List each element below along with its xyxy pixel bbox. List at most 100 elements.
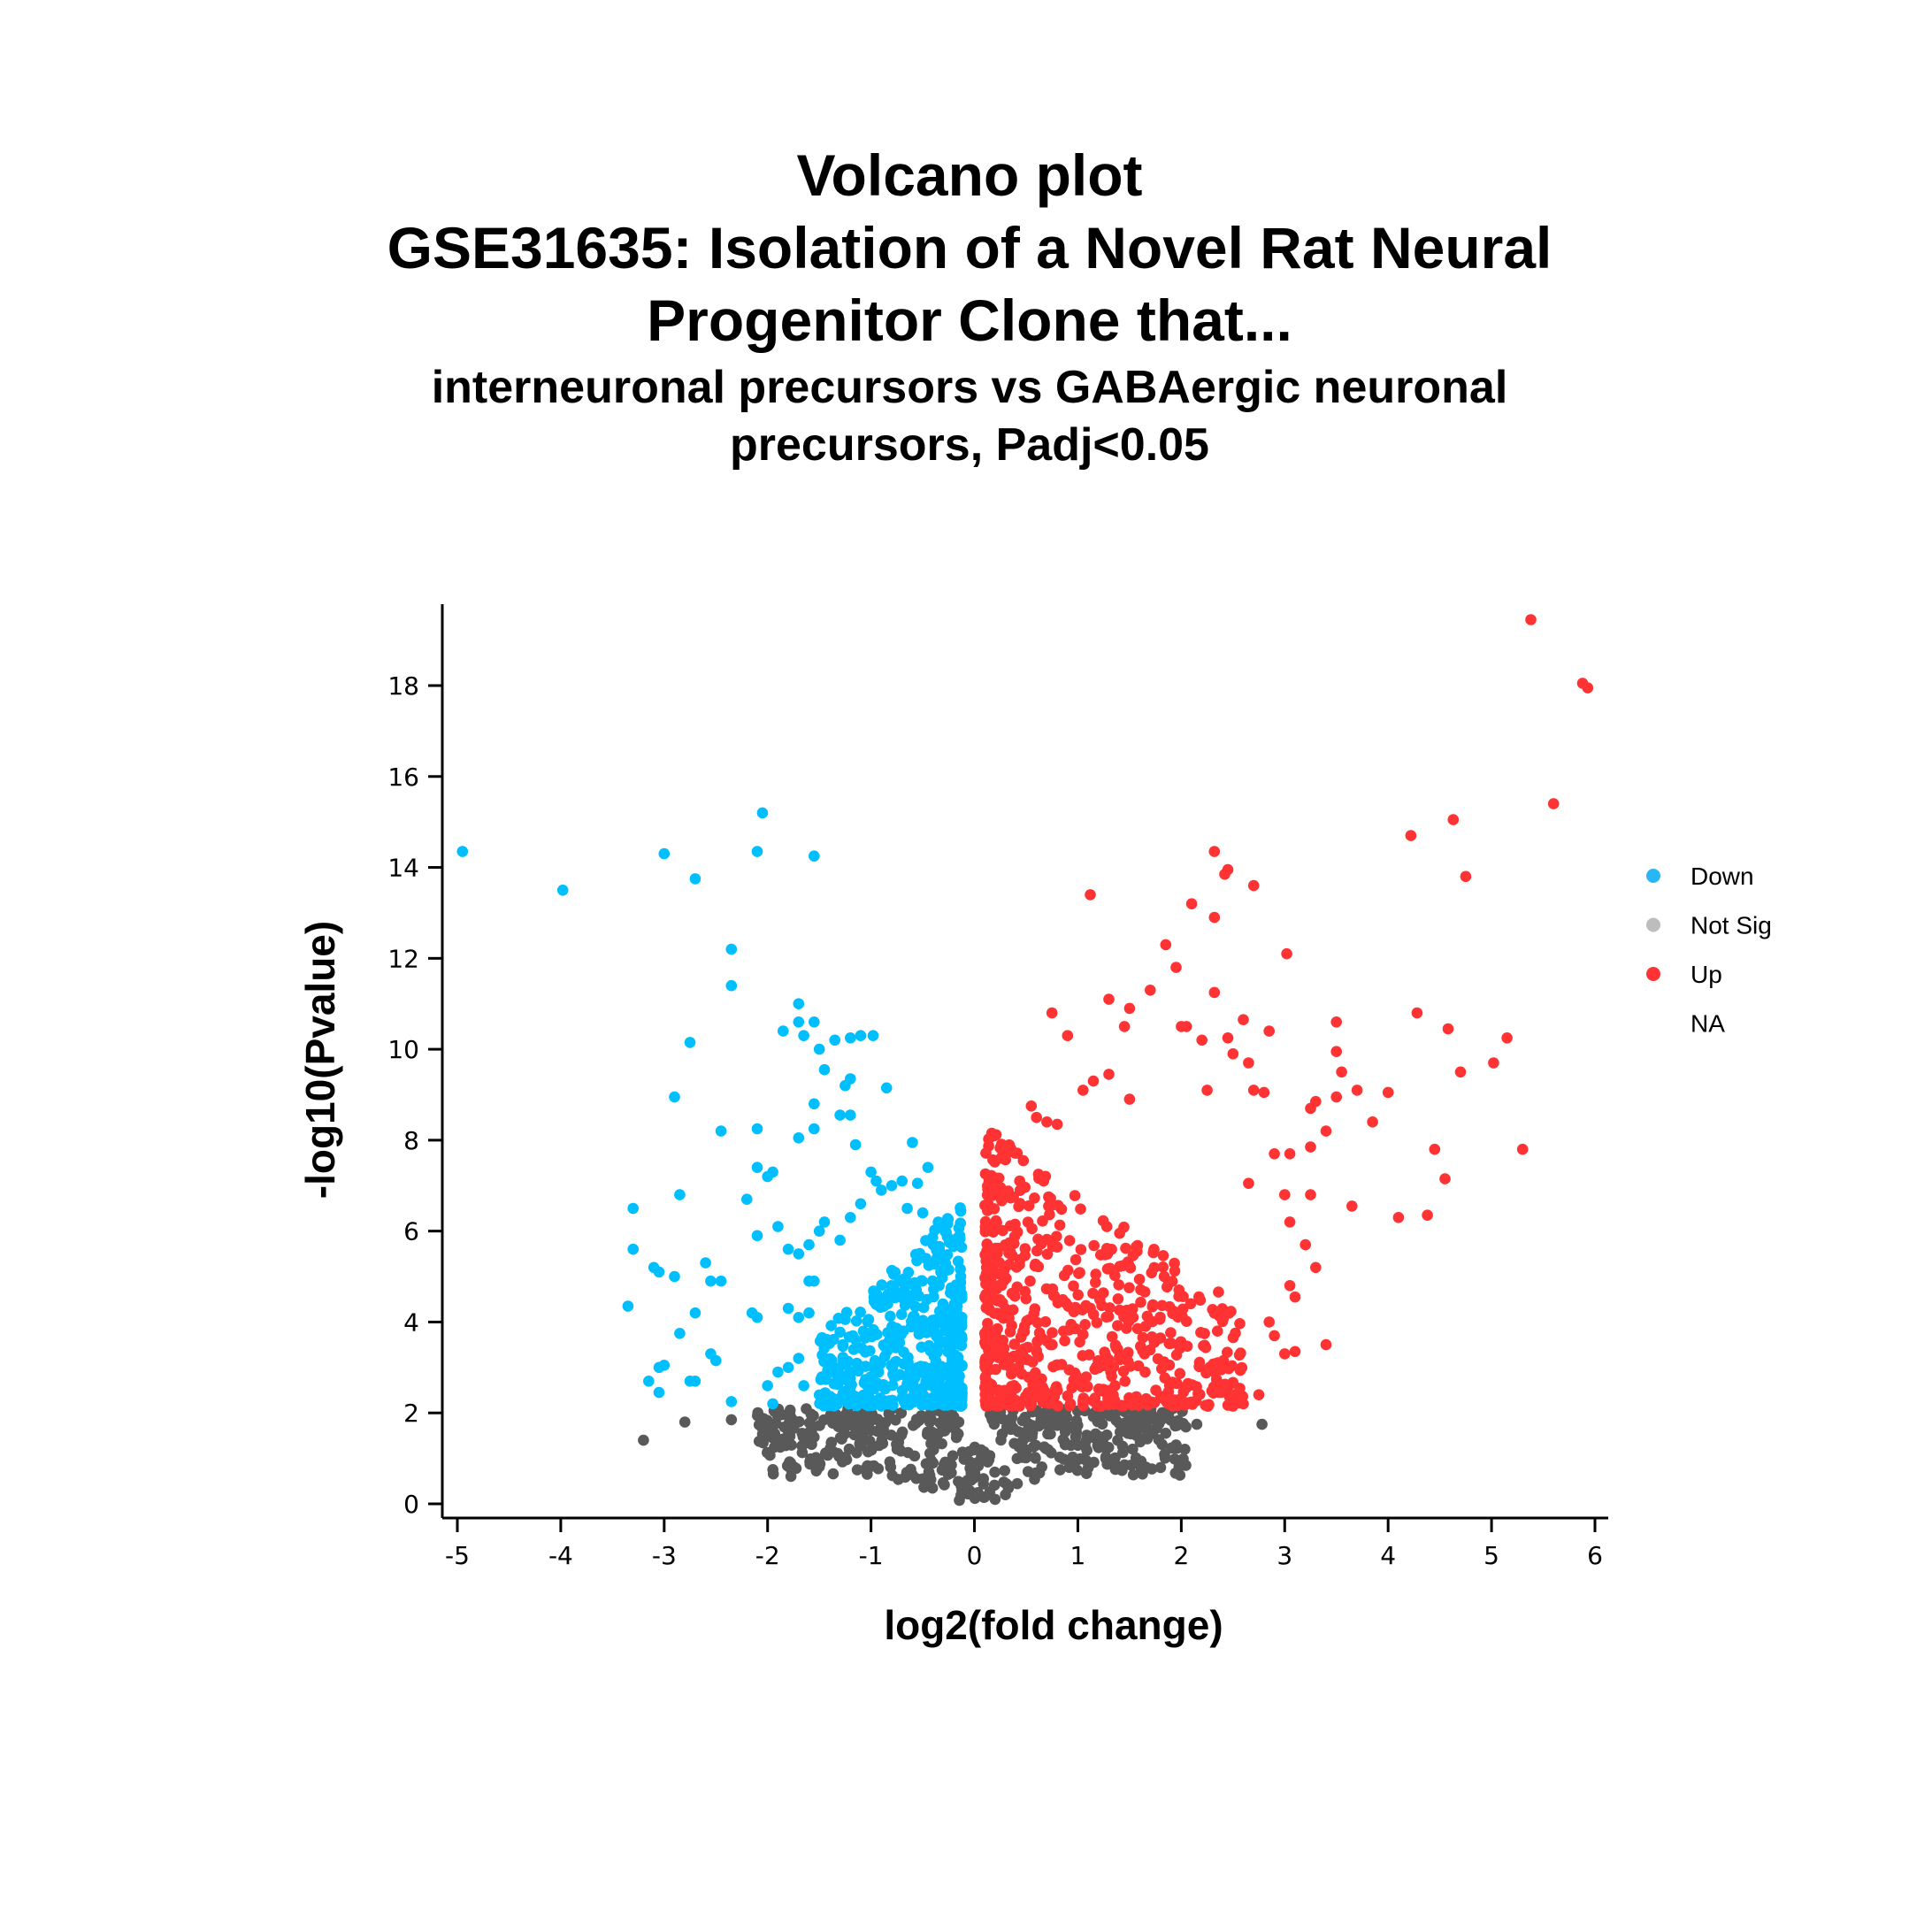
data-point [988, 1340, 1000, 1353]
data-point [1146, 1300, 1159, 1313]
data-point [1123, 1093, 1136, 1105]
data-point [1227, 1048, 1239, 1060]
data-point [985, 1408, 996, 1421]
data-point [1127, 1303, 1138, 1315]
data-point [1054, 1464, 1066, 1476]
data-point [948, 1395, 960, 1407]
data-point [1090, 1276, 1101, 1288]
data-point [814, 1398, 825, 1409]
data-point [837, 1338, 849, 1351]
data-point [1030, 1467, 1042, 1479]
data-point [937, 1476, 949, 1489]
data-point [999, 1465, 1010, 1476]
data-point [1060, 1297, 1072, 1309]
data-point [937, 1252, 948, 1263]
data-point [1201, 1400, 1214, 1412]
data-point [1135, 1284, 1146, 1296]
data-point [1156, 1438, 1168, 1451]
data-point [803, 1307, 815, 1319]
data-point [674, 1328, 686, 1339]
data-points [456, 614, 1594, 1506]
data-point [1174, 1469, 1186, 1481]
data-point [1063, 1324, 1075, 1336]
data-point [988, 1155, 1000, 1167]
data-point [969, 1492, 981, 1505]
data-point [1177, 1453, 1189, 1465]
data-point [1089, 1392, 1101, 1404]
data-point [1170, 962, 1182, 973]
data-point [939, 1456, 951, 1468]
data-point [996, 1297, 1008, 1308]
data-point [1163, 1300, 1176, 1313]
data-point [1046, 1327, 1058, 1338]
data-point [1080, 1371, 1092, 1383]
data-point [1067, 1451, 1078, 1463]
data-point [1059, 1335, 1070, 1346]
data-point [979, 1382, 991, 1393]
data-point [1119, 1459, 1131, 1471]
data-point [1030, 1258, 1041, 1270]
data-point [1193, 1356, 1206, 1368]
data-point [1041, 1248, 1054, 1261]
data-point [979, 1249, 991, 1261]
data-point [1305, 1102, 1316, 1115]
data-point [845, 1212, 856, 1223]
data-point [1305, 1141, 1316, 1153]
data-point [1194, 1389, 1206, 1400]
data-point [851, 1447, 862, 1459]
data-point [1222, 1032, 1234, 1044]
data-point [1095, 1400, 1108, 1412]
data-point [1087, 1075, 1100, 1087]
data-point [906, 1315, 917, 1328]
data-point [1181, 1315, 1192, 1327]
data-point [758, 1426, 770, 1438]
data-point [1085, 889, 1096, 901]
data-point [855, 1307, 866, 1318]
data-point [1525, 614, 1537, 625]
data-point [772, 1366, 784, 1378]
data-point [855, 1030, 867, 1041]
data-point [835, 1374, 847, 1386]
data-point [1104, 1410, 1116, 1422]
data-point [992, 1322, 1003, 1335]
data-point [767, 1398, 778, 1410]
data-point [985, 1127, 998, 1139]
data-point [1074, 1267, 1085, 1278]
title-line-3: Progenitor Clone that... [647, 288, 1292, 353]
data-point [952, 1352, 964, 1363]
data-point [840, 1079, 851, 1092]
data-point [832, 1313, 845, 1324]
data-point [725, 943, 738, 955]
data-point [931, 1328, 942, 1340]
data-point [793, 1132, 805, 1144]
data-point [813, 1389, 825, 1401]
data-point [1269, 1148, 1280, 1160]
data-point [1284, 1148, 1296, 1160]
data-point [922, 1162, 934, 1173]
data-point [1075, 1244, 1087, 1255]
data-point [970, 1457, 983, 1469]
data-point [1157, 1250, 1169, 1261]
data-point [979, 1371, 992, 1383]
data-point [1084, 1458, 1096, 1470]
data-point [793, 998, 805, 1009]
data-point [658, 1360, 671, 1371]
data-point [1054, 1219, 1066, 1231]
data-point [982, 1184, 993, 1195]
data-point [876, 1279, 888, 1291]
data-point [887, 1269, 900, 1280]
data-point [929, 1258, 940, 1270]
data-point [818, 1063, 831, 1076]
x-tick-label: 0 [967, 1541, 983, 1570]
data-point [1279, 1348, 1291, 1360]
data-point [1284, 1216, 1296, 1228]
data-point [784, 1410, 795, 1422]
data-point [1030, 1391, 1041, 1403]
data-point [1025, 1100, 1038, 1112]
data-point [752, 1407, 763, 1419]
data-point [1163, 1359, 1176, 1371]
data-point [767, 1166, 778, 1178]
data-point [1127, 1311, 1139, 1323]
data-point [954, 1370, 965, 1382]
data-point [952, 1428, 964, 1440]
